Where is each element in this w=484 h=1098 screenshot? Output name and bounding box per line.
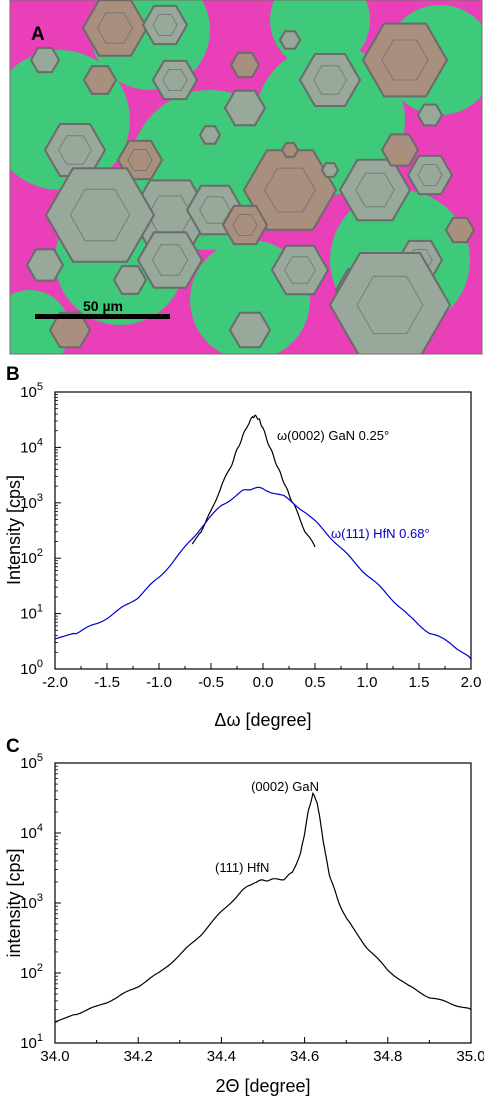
hexagonal-domain (229, 51, 261, 79)
green-domain (270, 0, 370, 70)
b-x-tick-label: 1.0 (357, 674, 378, 691)
hexagonal-domain-inner (127, 149, 153, 171)
hexagonal-domain (141, 4, 189, 46)
c-x-tick-label: 34.4 (207, 1048, 236, 1065)
scale-bar (35, 314, 170, 319)
b-x-tick-label: -2.0 (42, 674, 68, 691)
b-gan-series-label: ω(0002) GaN 0.25° (277, 428, 389, 443)
b-x-axis-label: Δω [degree] (214, 710, 311, 730)
c-hfn-peak-label: (111) HfN (215, 860, 269, 875)
hexagonal-domain (406, 154, 454, 196)
hexagonal-domain-inner (69, 188, 131, 242)
micrograph-panel-a (10, 0, 482, 354)
c-gan-peak-label: (0002) GaN (251, 779, 319, 794)
micrograph-frame (9, 0, 483, 355)
c-x-tick-label: 34.0 (40, 1048, 69, 1065)
hexagonal-domain (223, 89, 267, 127)
hexagonal-domain (242, 149, 338, 231)
c-x-tick-label: 34.8 (373, 1048, 402, 1065)
c-series-0 (55, 791, 471, 1023)
hexagonal-domain-inner (199, 196, 231, 224)
hexagonal-domain (151, 59, 199, 101)
hexagonal-domain-inner (264, 167, 316, 213)
b-x-tick-label: 2.0 (461, 674, 482, 691)
hexagonal-domain (82, 65, 118, 95)
hexagonal-domain-inner (381, 39, 429, 81)
hexagonal-domain (380, 133, 420, 167)
hexagonal-domain (320, 162, 340, 178)
c-x-tick-label: 34.6 (290, 1048, 319, 1065)
hexagonal-domain (280, 142, 300, 158)
hexagonal-domain (298, 53, 362, 107)
hexagonal-domain-inner (284, 256, 316, 284)
hexagonal-domain (278, 30, 302, 50)
b-series-1 (55, 486, 471, 660)
hexagonal-domain-inner (162, 69, 188, 91)
hexagonal-domain (48, 311, 92, 349)
hexagonal-domain-inner (355, 172, 395, 208)
hexagonal-domain (25, 248, 65, 282)
c-x-tick-label: 35.0 (456, 1048, 484, 1065)
hexagonal-domain (221, 204, 269, 246)
b-x-tick-label: -1.5 (94, 674, 120, 691)
b-x-tick-label: -0.5 (198, 674, 224, 691)
hexagonal-domain (416, 103, 444, 127)
c-x-tick-label: 34.2 (124, 1048, 153, 1065)
b-series-0 (191, 414, 316, 548)
c-y-axis-label: intensity [cps] (4, 848, 24, 957)
hexagonal-domain (112, 265, 148, 295)
hexagonal-domain (328, 252, 452, 354)
b-hfn-series-label: ω(111) HfN 0.68° (331, 526, 430, 541)
hexagonal-domain (270, 244, 330, 296)
hexagonal-domain (29, 46, 61, 74)
b-y-tick-label: 104 (20, 436, 43, 456)
hexagonal-domain-inner (232, 214, 258, 236)
hexagonal-domain-inner (312, 65, 348, 95)
hexagonal-domain-inner (417, 164, 443, 186)
c-y-tick-label: 102 (20, 962, 43, 982)
b-y-tick-label: 105 (20, 381, 43, 401)
hexagonal-domain (116, 139, 164, 181)
hexagonal-domain (198, 125, 222, 145)
hexagonal-domain-inner (96, 12, 134, 44)
hexagonal-domain (444, 216, 476, 244)
hexagonal-domain-inner (152, 14, 178, 36)
scale-bar-label: 50 µm (83, 298, 123, 314)
panel-letter-b: B (6, 364, 20, 385)
b-x-tick-label: 1.5 (409, 674, 430, 691)
rocking-curve-chart: -2.0 -1.5 -1.0 -0.5 0.0 0.5 1.0 1.5 2.0100101102… (20, 381, 481, 691)
panel-letter-a: A (31, 24, 45, 45)
hexagonal-domain-inner (57, 135, 93, 165)
hexagonal-domain (361, 22, 449, 98)
c-y-tick-label: 105 (20, 752, 43, 772)
c-plot-frame (54, 762, 472, 1044)
c-y-tick-label: 104 (20, 822, 43, 842)
hexagonal-domain (136, 231, 204, 289)
b-y-tick-label: 101 (20, 603, 43, 623)
c-x-axis-label: 2Θ [degree] (215, 1076, 310, 1096)
panel-letter-c: C (6, 736, 20, 757)
b-x-tick-label: 0.0 (253, 674, 274, 691)
b-x-tick-label: -1.0 (146, 674, 172, 691)
hexagonal-domain-inner (356, 275, 424, 335)
b-y-axis-label: Intensity [cps] (4, 475, 24, 585)
micrograph-domains (10, 0, 482, 354)
b-y-tick-label: 100 (20, 658, 43, 678)
hexagonal-domain (44, 167, 156, 263)
hexagonal-domain (228, 311, 272, 349)
hexagonal-domain-inner (151, 244, 189, 276)
b-x-tick-label: 0.5 (305, 674, 326, 691)
